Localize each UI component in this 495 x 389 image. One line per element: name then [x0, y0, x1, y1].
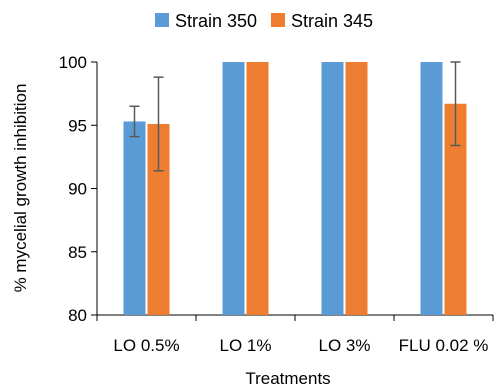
legend: Strain 350 Strain 345 — [155, 11, 373, 31]
y-axis: 80 85 90 95 100 — [59, 53, 98, 325]
legend-label: Strain 350 — [175, 11, 257, 31]
y-tick-label: 95 — [68, 116, 87, 135]
x-tick-label: LO 3% — [319, 336, 371, 355]
legend-swatch — [271, 13, 285, 27]
y-tick-label: 85 — [68, 243, 87, 262]
x-axis: LO 0.5% LO 1% LO 3% FLU 0.02 % — [96, 314, 494, 355]
bar — [147, 123, 170, 315]
x-tick-label: LO 0.5% — [113, 336, 179, 355]
legend-swatch — [155, 13, 169, 27]
error-bars — [129, 61, 461, 172]
y-tick-label: 90 — [68, 180, 87, 199]
x-tick-label: FLU 0.02 % — [399, 336, 489, 355]
bar — [345, 62, 368, 315]
bar — [321, 62, 344, 315]
x-tick-label: LO 1% — [220, 336, 272, 355]
bar — [246, 62, 269, 315]
bar — [222, 62, 245, 315]
bars — [123, 62, 467, 316]
x-axis-title: Treatments — [245, 369, 330, 388]
legend-label: Strain 345 — [291, 11, 373, 31]
bar — [444, 103, 467, 316]
y-tick-label: 100 — [59, 53, 87, 72]
bar — [420, 62, 443, 315]
bar — [123, 121, 146, 315]
y-tick-label: 80 — [68, 306, 87, 325]
y-axis-title: % mycelial growth inhibition — [11, 84, 30, 293]
